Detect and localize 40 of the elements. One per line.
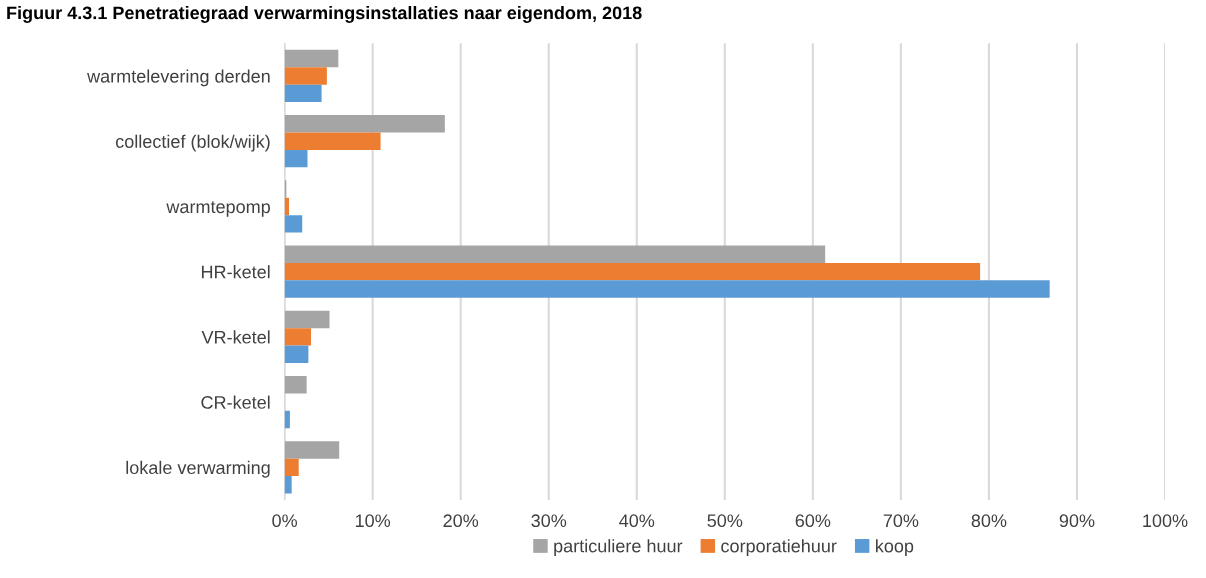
bar: [284, 215, 303, 233]
x-tick-label: 80%: [971, 514, 1007, 528]
x-tick-label: 100%: [1143, 514, 1188, 528]
x-tick-label: 50%: [707, 514, 743, 528]
legend-label: corporatiehuur: [721, 539, 837, 556]
bar: [284, 262, 981, 281]
bar: [284, 280, 1050, 298]
bar: [284, 441, 340, 459]
x-tick-label: 70%: [883, 514, 919, 528]
bar: [284, 84, 322, 103]
x-tick-label: 40%: [619, 514, 655, 528]
y-tick-label: CR-ketel: [201, 395, 270, 409]
y-tick-label: VR-ketel: [201, 330, 270, 344]
x-tick-label: 90%: [1059, 514, 1095, 528]
bar: [284, 115, 445, 133]
bar: [284, 345, 309, 363]
bar: [284, 149, 308, 168]
bar: [284, 132, 381, 150]
x-tick-label: 60%: [795, 514, 831, 528]
bar: [284, 328, 312, 346]
bar: [284, 458, 299, 477]
bar: [284, 310, 330, 329]
y-tick-label: lokale verwarming: [126, 460, 270, 478]
x-tick-label: 0%: [272, 514, 298, 528]
bar: [284, 67, 327, 85]
bar: [284, 245, 826, 263]
bar: [284, 476, 292, 494]
chart-title: Figuur 4.3.1 Penetratiegraad verwarmingsinstallaties naar eigendom, 2018: [7, 5, 642, 23]
bar: [284, 49, 339, 68]
x-tick-label: 20%: [443, 514, 479, 528]
y-tick-label: warmtelevering derden: [87, 69, 270, 87]
y-tick-label: warmtepomp: [166, 201, 270, 217]
x-tick-label: 30%: [531, 514, 567, 528]
legend-label: koop: [876, 539, 914, 556]
x-tick-label: 10%: [355, 514, 391, 528]
bar: [284, 410, 290, 429]
bar: [284, 376, 307, 394]
y-tick-label: HR-ketel: [201, 265, 270, 279]
legend-label: particuliere huur: [554, 539, 683, 556]
y-tick-label: collectief (blok/wijk): [115, 134, 270, 152]
